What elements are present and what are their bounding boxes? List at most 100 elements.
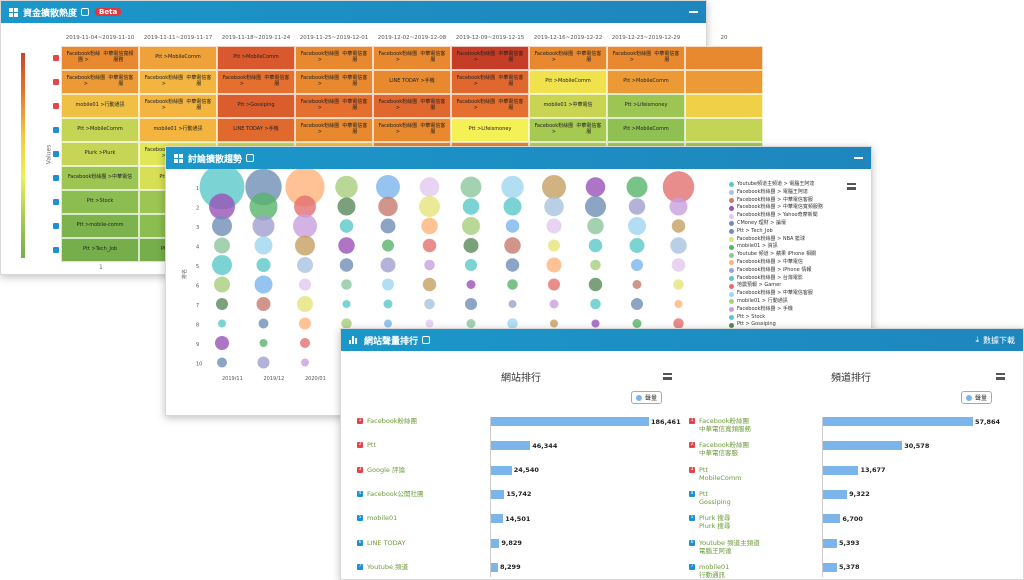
heatmap-cell[interactable]: Plurk > Plurk: [61, 142, 139, 166]
legend-item[interactable]: Facebook粉絲團 > 台灣電影: [729, 275, 823, 283]
heatmap-cell[interactable]: Ptt > mobile-comm: [61, 214, 139, 238]
heatmap-cell[interactable]: Facebook粉絲團 >中華電信客服: [529, 46, 607, 70]
bubble-point[interactable]: [212, 255, 232, 275]
bubble-point[interactable]: [550, 319, 558, 328]
heatmap-cell[interactable]: Facebook粉絲團 > 中華電信: [61, 166, 139, 190]
bubble-point[interactable]: [419, 196, 440, 217]
left-chart-menu-icon[interactable]: [663, 373, 672, 380]
heatmap-cell[interactable]: Ptt > Lifeismoney: [607, 94, 685, 118]
ranking-bar[interactable]: [823, 514, 841, 524]
bubble-point[interactable]: [462, 198, 480, 215]
bubble-point[interactable]: [293, 214, 317, 238]
ranking-row[interactable]: 7 mobile01 行動通訊 5,378: [689, 562, 860, 579]
heatmap-cell[interactable]: Facebook粉絲團 >中華電信客服: [373, 118, 451, 142]
heatmap-cell[interactable]: mobile01 > 行動通訊: [139, 118, 217, 142]
bubble-point[interactable]: [259, 339, 268, 347]
heatmap-cell[interactable]: Facebook粉絲團 >中華電信客服: [373, 94, 451, 118]
bubble-point[interactable]: [466, 280, 476, 289]
legend-item[interactable]: Facebook粉絲團 > 中華電信寬頻服務: [729, 204, 823, 212]
ranking-bar[interactable]: [823, 441, 903, 451]
heatmap-cell[interactable]: Facebook粉絲團 > 中華電信寬頻服務: [61, 46, 139, 70]
ranking-bar[interactable]: [491, 514, 504, 524]
bubble-point[interactable]: [342, 300, 351, 308]
legend-item[interactable]: Facebook粉絲團 > Yahoo奇摩新聞: [729, 212, 823, 220]
bubble-point[interactable]: [631, 259, 643, 271]
bubble-point[interactable]: [383, 299, 393, 309]
bubble-point[interactable]: [257, 356, 270, 369]
bubble-point[interactable]: [504, 237, 521, 254]
ranking-row[interactable]: 3 Google 評論 24,540: [357, 465, 539, 475]
bubble-point[interactable]: [380, 257, 396, 273]
ranking-row[interactable]: 2 Facebook粉絲團 中華電信客服 30,578: [689, 441, 929, 457]
bubble-point[interactable]: [548, 239, 560, 252]
bubble-point[interactable]: [422, 238, 437, 253]
bubble-point[interactable]: [628, 217, 646, 235]
ranking-bar[interactable]: [823, 465, 859, 475]
bubble-point[interactable]: [507, 318, 518, 329]
bubble-point[interactable]: [462, 217, 480, 235]
ranking-row[interactable]: 5 mobile01 14,501: [357, 514, 530, 524]
bubble-point[interactable]: [587, 217, 604, 235]
ranking-bar[interactable]: [823, 489, 848, 499]
bubble-point[interactable]: [297, 296, 313, 312]
ranking-bar[interactable]: [491, 441, 531, 451]
bubble-point[interactable]: [670, 237, 687, 254]
bubble-point[interactable]: [249, 192, 278, 221]
bubble-point[interactable]: [376, 175, 400, 199]
bubble-point[interactable]: [546, 218, 562, 234]
bubble-point[interactable]: [254, 275, 273, 294]
bubble-point[interactable]: [212, 216, 232, 236]
heatmap-cell[interactable]: Facebook粉絲團 >中華電信客服: [373, 46, 451, 70]
bubble-point[interactable]: [662, 171, 695, 203]
right-series-legend[interactable]: 聲量: [961, 391, 993, 404]
bubble-point[interactable]: [254, 236, 273, 255]
heatmap-cell[interactable]: Facebook粉絲團 >中華電信客服: [607, 46, 685, 70]
collapse-icon[interactable]: [689, 11, 698, 13]
bubble-point[interactable]: [295, 235, 315, 256]
bubble-point[interactable]: [341, 279, 352, 290]
heatmap-cell[interactable]: Ptt > MobileComm: [139, 46, 217, 70]
heatmap-cell[interactable]: Facebook粉絲團 >中華電信客服: [61, 70, 139, 94]
legend-item[interactable]: 地震預報 > Gamer: [729, 282, 823, 290]
bubble-point[interactable]: [671, 258, 686, 272]
bubble-point[interactable]: [338, 237, 355, 254]
bubble-point[interactable]: [300, 338, 310, 348]
heatmap-cell[interactable]: Ptt > Lifeismoney: [451, 118, 529, 142]
bubble-point[interactable]: [209, 193, 235, 220]
ranking-label[interactable]: 7 mobile01 行動通訊: [689, 563, 815, 579]
bubble-point[interactable]: [505, 219, 520, 233]
bubble-point[interactable]: [671, 219, 686, 233]
bubble-point[interactable]: [632, 319, 642, 328]
bubble-point[interactable]: [503, 197, 522, 216]
heatmap-cell[interactable]: mobile01 > 中華電信: [529, 94, 607, 118]
ranking-label[interactable]: 3 Ptt MobileComm: [689, 466, 815, 482]
legend-item[interactable]: Facebook粉絲團 > 中華電信客服: [729, 290, 823, 298]
bubble-point[interactable]: [422, 277, 437, 292]
info-icon[interactable]: [246, 154, 255, 162]
bubble-point[interactable]: [507, 279, 518, 290]
heatmap-cell[interactable]: [685, 70, 763, 94]
bubble-point[interactable]: [339, 219, 354, 233]
ranking-row[interactable]: 4 Ptt Gossiping 9,322: [689, 489, 870, 506]
ranking-bar[interactable]: [491, 489, 505, 499]
ranking-label[interactable]: 5 mobile01: [357, 514, 483, 522]
legend-item[interactable]: Facebook粉絲團 > 中華電信客服: [729, 197, 823, 205]
bubble-point[interactable]: [252, 215, 275, 237]
bubble-point[interactable]: [382, 278, 394, 291]
bubble-point[interactable]: [628, 198, 646, 215]
ranking-label[interactable]: 1 Facebook粉絲團: [357, 417, 483, 425]
bubble-point[interactable]: [256, 258, 271, 272]
bubble-point[interactable]: [542, 175, 566, 199]
bubble-point[interactable]: [508, 300, 517, 308]
ranking-label[interactable]: 4 Ptt Gossiping: [689, 490, 815, 506]
ranking-row[interactable]: 1 Facebook粉絲團 186,461: [357, 417, 681, 426]
left-series-legend[interactable]: 聲量: [631, 391, 663, 404]
heatmap-cell[interactable]: Facebook粉絲團 >中華電信客服: [529, 118, 607, 142]
ranking-bar[interactable]: [823, 562, 837, 572]
heatmap-cell[interactable]: Facebook粉絲團 >中華電信客服: [217, 70, 295, 94]
heatmap-cell[interactable]: Ptt > MobileComm: [607, 118, 685, 142]
bubble-point[interactable]: [216, 298, 228, 310]
bubble-point[interactable]: [465, 298, 477, 310]
ranking-row[interactable]: 2 Ptt 46,344: [357, 441, 557, 451]
bubble-point[interactable]: [425, 319, 434, 328]
